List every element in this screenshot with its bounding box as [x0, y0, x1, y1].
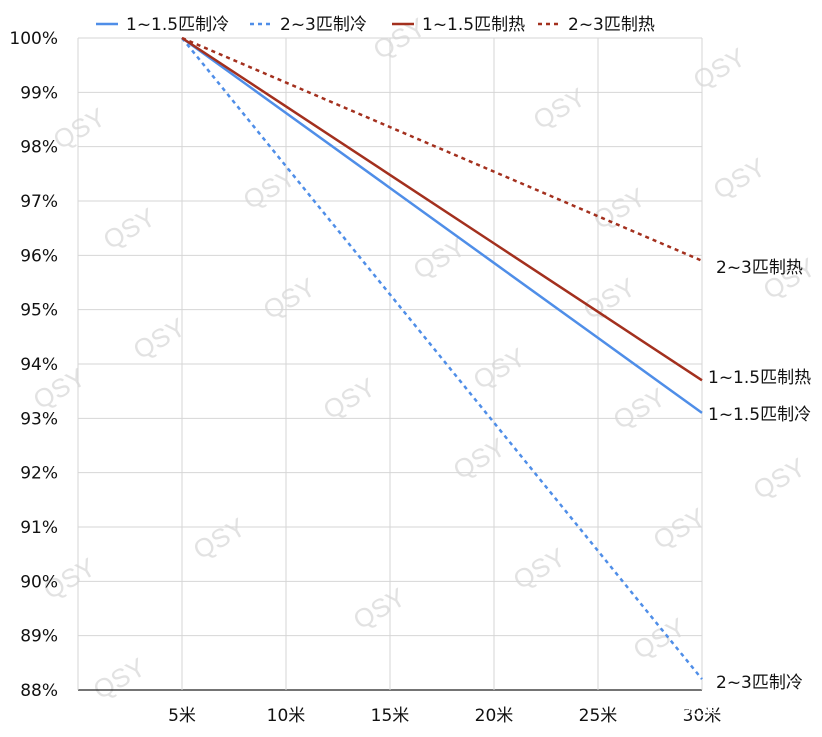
watermark-text: QSY: [98, 202, 161, 255]
x-tick-label: 5米: [168, 706, 196, 726]
y-tick-label: 99%: [20, 83, 58, 103]
y-tick-label: 93%: [20, 409, 58, 429]
watermark-text: QSY: [688, 42, 751, 95]
watermark-text: QSY: [648, 502, 711, 555]
watermark-text: QSY: [238, 162, 301, 215]
series-line: [181, 37, 703, 680]
watermark-text: QSY: [88, 652, 151, 705]
watermark-text: QSY: [528, 82, 591, 135]
y-tick-label: 91%: [20, 518, 58, 538]
y-tick-label: 90%: [20, 572, 58, 592]
watermark-text: QSY: [348, 582, 411, 635]
watermark-text: QSY: [448, 432, 511, 485]
series-end-label: 1~1.5匹制热: [708, 368, 811, 388]
legend-label: 2~3匹制冷: [280, 15, 367, 35]
y-axis-tick-labels: 88% 89% 90% 91% 92% 93% 94% 95% 96% 97% 98% 99% 100%: [9, 29, 58, 701]
x-tick-label: 20米: [475, 706, 514, 726]
watermark-text: QSY: [318, 372, 381, 425]
watermark-text: QSY: [508, 542, 571, 595]
watermark-text: QSY: [628, 612, 691, 665]
watermark-text: QSY: [258, 272, 321, 325]
watermark-text: QSY: [748, 452, 811, 505]
y-tick-label: 94%: [20, 355, 58, 375]
y-tick-label: 88%: [20, 681, 58, 701]
x-axis-tick-labels: 5米 10米 15米 20米 25米 30米: [168, 706, 721, 726]
watermark-text: QSY: [578, 272, 641, 325]
watermark-text: QSY: [608, 382, 671, 435]
watermark-text: QSY: [588, 182, 651, 235]
series-lines: [181, 36, 703, 680]
credit-text: 头条 @QSY: [680, 698, 782, 720]
series-line: [181, 36, 703, 414]
y-tick-label: 89%: [20, 627, 58, 647]
y-tick-label: 96%: [20, 246, 58, 266]
legend-label: 2~3匹制热: [568, 15, 655, 35]
y-tick-label: 100%: [9, 29, 58, 49]
series-end-label: 2~3匹制冷: [716, 673, 803, 693]
series-line: [181, 36, 703, 262]
x-tick-label: 25米: [579, 706, 618, 726]
y-tick-label: 97%: [20, 192, 58, 212]
legend: 1~1.5匹制冷 2~3匹制冷 1~1.5匹制热 2~3匹制热: [96, 15, 655, 35]
watermark-text: QSY: [128, 312, 191, 365]
x-tick-label: 30米: [683, 706, 722, 726]
y-tick-label: 95%: [20, 301, 58, 321]
legend-label: 1~1.5匹制冷: [126, 15, 229, 35]
y-tick-label: 92%: [20, 464, 58, 484]
legend-label: 1~1.5匹制热: [422, 15, 525, 35]
y-tick-label: 98%: [20, 138, 58, 158]
watermark-text: QSY: [468, 342, 531, 395]
watermark-text: QSY: [708, 152, 771, 205]
series-line: [181, 36, 703, 382]
x-tick-label: 15米: [371, 706, 410, 726]
x-tick-label: 10米: [267, 706, 306, 726]
series-end-labels: 1~1.5匹制冷 2~3匹制冷 1~1.5匹制热 2~3匹制热: [708, 258, 811, 693]
series-end-label: 2~3匹制热: [716, 258, 803, 278]
watermark-text: QSY: [188, 512, 251, 565]
grid-lines: [77, 37, 703, 691]
series-end-label: 1~1.5匹制冷: [708, 405, 811, 425]
